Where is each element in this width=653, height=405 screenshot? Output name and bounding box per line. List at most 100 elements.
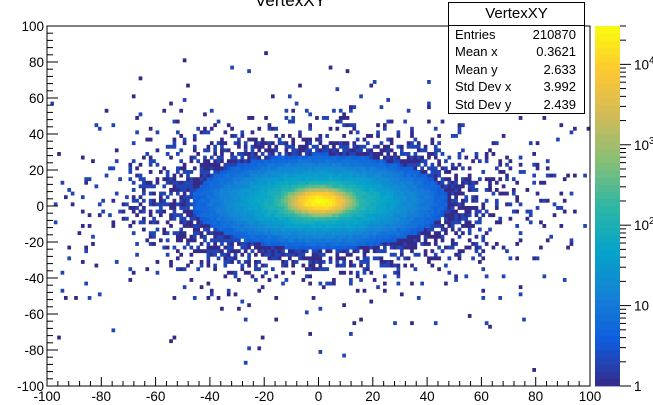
heatmap-cell — [267, 227, 272, 232]
heatmap-cell — [189, 191, 194, 196]
colorbar-swatch — [595, 40, 620, 48]
heatmap-cell — [237, 209, 241, 214]
heatmap-cell — [362, 288, 367, 293]
heatmap-cell — [111, 123, 116, 128]
heatmap-cell — [410, 144, 414, 149]
heatmap-cell — [206, 263, 211, 268]
heatmap-cell — [254, 141, 258, 146]
heatmap-cell — [454, 173, 458, 178]
heatmap-cell — [247, 238, 251, 243]
heatmap-cell — [369, 245, 374, 250]
heatmap-cell — [457, 184, 462, 189]
heatmap-cell — [230, 220, 234, 225]
heatmap-cell — [203, 112, 207, 117]
heatmap-cell — [494, 166, 499, 171]
heatmap-cell — [175, 256, 180, 261]
heatmap-cell — [199, 213, 204, 218]
heatmap-cell — [427, 177, 431, 182]
heatmap-cell — [243, 260, 248, 264]
heatmap-cell — [199, 234, 204, 239]
heatmap-cell — [376, 198, 380, 203]
heatmap-cell — [403, 119, 408, 124]
heatmap-cell — [474, 209, 479, 214]
heatmap-cell — [471, 256, 475, 261]
heatmap-cell — [376, 242, 380, 246]
heatmap-cell — [440, 249, 445, 254]
heatmap-cell — [332, 227, 336, 232]
heatmap-cell — [196, 180, 201, 185]
heatmap-cell — [311, 267, 316, 272]
heatmap-cell — [172, 177, 177, 182]
heatmap-cell — [315, 252, 319, 257]
heatmap-cell — [315, 180, 319, 185]
heatmap-cell — [257, 220, 262, 225]
heatmap-cell — [281, 159, 285, 164]
heatmap-cell — [247, 177, 251, 182]
heatmap-cell — [298, 195, 302, 200]
heatmap-cell — [396, 180, 401, 185]
heatmap-cell — [352, 216, 357, 221]
heatmap-cell — [427, 180, 431, 185]
heatmap-cell — [301, 231, 306, 236]
heatmap-cell — [226, 206, 231, 210]
heatmap-cell — [437, 188, 441, 192]
x-axis: -100 -80 -60 -40 -20 0 20 40 60 80 100 — [33, 377, 601, 404]
heatmap-cell — [454, 180, 458, 185]
heatmap-cell — [192, 137, 197, 142]
heatmap-cell — [267, 162, 272, 167]
heatmap-cell — [213, 224, 217, 228]
heatmap-cell — [518, 292, 523, 297]
heatmap-cell — [321, 213, 326, 218]
heatmap-cell — [396, 159, 401, 164]
heatmap-cell — [389, 119, 394, 124]
heatmap-cell — [237, 173, 241, 178]
heatmap-cell — [325, 213, 329, 218]
heatmap-cell — [308, 177, 313, 182]
heatmap-cell — [362, 209, 367, 214]
heatmap-cell — [220, 177, 224, 182]
heatmap-cell — [220, 202, 224, 207]
heatmap-cell — [332, 159, 336, 164]
heatmap-cell — [203, 162, 207, 167]
heatmap-cell — [362, 252, 367, 257]
heatmap-cell — [226, 123, 231, 128]
heatmap-cell — [399, 209, 404, 214]
heatmap-cell — [192, 184, 197, 189]
heatmap-cell — [247, 155, 251, 160]
heatmap-cell — [203, 188, 207, 192]
heatmap-cell — [196, 227, 201, 232]
heatmap-cell — [287, 220, 292, 225]
heatmap-cell — [376, 256, 380, 261]
heatmap-cell — [308, 188, 313, 192]
heatmap-cell — [186, 209, 190, 214]
heatmap-cell — [427, 227, 431, 232]
heatmap-cell — [338, 180, 343, 185]
heatmap-cell — [223, 209, 228, 214]
heatmap-cell — [406, 152, 411, 156]
heatmap-cell — [321, 242, 326, 246]
heatmap-cell — [447, 195, 452, 200]
heatmap-cell — [396, 209, 401, 214]
heatmap-cell — [467, 238, 472, 243]
heatmap-cell — [281, 202, 285, 207]
heatmap-cell — [257, 346, 262, 351]
heatmap-cell — [427, 191, 431, 196]
heatmap-cell — [267, 252, 272, 257]
heatmap-cell — [135, 198, 139, 203]
heatmap-cell — [267, 184, 272, 189]
heatmap-cell — [372, 184, 377, 189]
heatmap-cell — [427, 209, 431, 214]
heatmap-cell — [447, 216, 452, 221]
heatmap-cell — [488, 184, 492, 189]
heatmap-cell — [410, 141, 414, 146]
heatmap-cell — [84, 245, 89, 250]
heatmap-cell — [362, 220, 367, 225]
heatmap-cell — [352, 191, 357, 196]
heatmap-cell — [494, 141, 499, 146]
heatmap-cell — [216, 249, 221, 254]
heatmap-cell — [410, 245, 414, 250]
heatmap-cell — [158, 195, 163, 200]
heatmap-cell — [294, 184, 299, 189]
heatmap-cell — [128, 166, 133, 171]
heatmap-cell — [233, 202, 238, 207]
